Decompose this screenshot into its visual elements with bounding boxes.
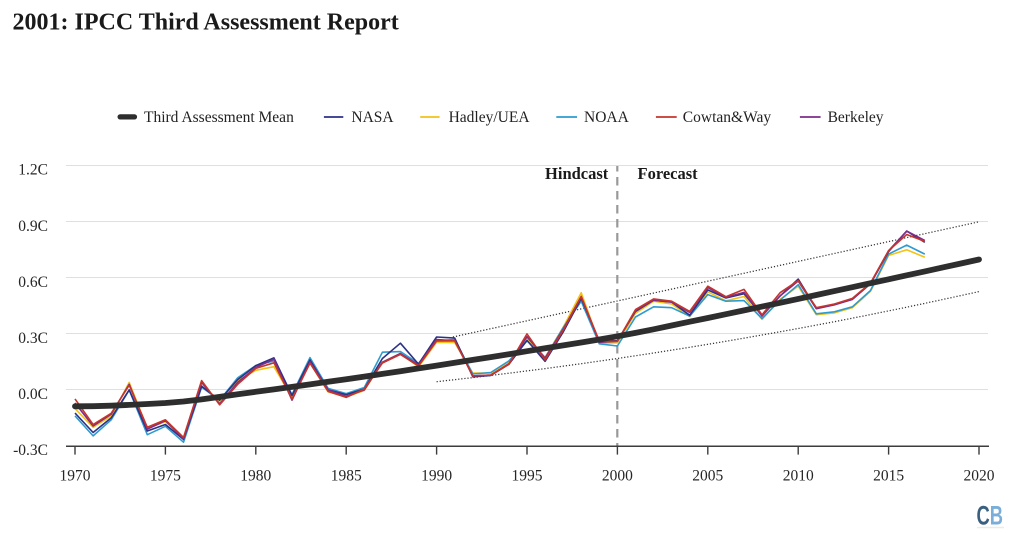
svg-text:Berkeley: Berkeley: [828, 109, 884, 126]
svg-text:0.6C: 0.6C: [18, 274, 48, 291]
svg-text:1990: 1990: [421, 468, 452, 485]
svg-text:0.3C: 0.3C: [18, 330, 48, 347]
svg-text:2000: 2000: [602, 468, 633, 485]
svg-text:1995: 1995: [512, 468, 543, 485]
svg-text:CB: CB: [977, 500, 1004, 530]
svg-text:1980: 1980: [240, 468, 271, 485]
svg-text:Hindcast: Hindcast: [545, 164, 609, 183]
svg-text:0.9C: 0.9C: [18, 218, 48, 235]
svg-text:NOAA: NOAA: [584, 109, 630, 126]
svg-text:1.2C: 1.2C: [18, 162, 48, 179]
svg-text:Forecast: Forecast: [638, 164, 699, 183]
svg-text:Cowtan&Way: Cowtan&Way: [683, 109, 772, 126]
svg-text:2015: 2015: [873, 468, 904, 485]
svg-text:2020: 2020: [964, 468, 995, 485]
svg-text:Third Assessment Mean: Third Assessment Mean: [144, 109, 294, 126]
svg-text:2010: 2010: [783, 468, 814, 485]
svg-text:NASA: NASA: [351, 109, 394, 126]
svg-text:2005: 2005: [692, 468, 723, 485]
svg-text:2001: IPCC Third Assessment Re: 2001: IPCC Third Assessment Report: [13, 10, 399, 36]
svg-text:1970: 1970: [60, 468, 91, 485]
svg-text:-0.3C: -0.3C: [13, 442, 48, 459]
svg-text:Hadley/UEA: Hadley/UEA: [449, 109, 531, 126]
svg-text:0.0C: 0.0C: [18, 386, 48, 403]
svg-text:1985: 1985: [331, 468, 362, 485]
svg-text:1975: 1975: [150, 468, 181, 485]
